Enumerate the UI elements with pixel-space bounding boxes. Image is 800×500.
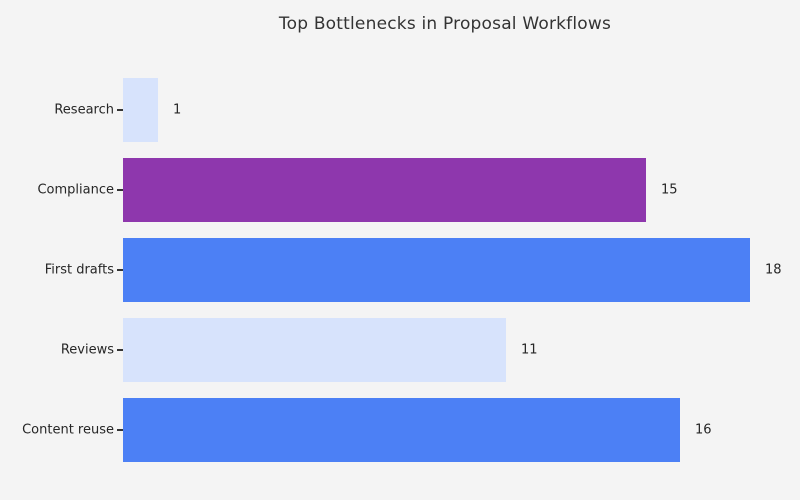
bar-row-first-drafts: First drafts 18	[0, 238, 800, 302]
bar	[123, 78, 158, 142]
ytick-mark	[117, 349, 123, 351]
bar-value-label: 15	[661, 182, 678, 198]
category-tick-label: Content reuse	[22, 422, 114, 438]
category-tick-label: Reviews	[60, 342, 114, 358]
bar-row-compliance: Compliance 15	[0, 158, 800, 222]
bar-row-reviews: Reviews 11	[0, 318, 800, 382]
bar-row-content-reuse: Content reuse 16	[0, 398, 800, 462]
bar-value-label: 11	[521, 342, 538, 358]
ytick-mark	[117, 189, 123, 191]
bar	[123, 238, 750, 302]
chart-title: Top Bottlenecks in Proposal Workflows	[278, 14, 612, 34]
bar	[123, 158, 646, 222]
ytick-mark	[117, 429, 123, 431]
bar-value-label: 16	[695, 422, 712, 438]
bar-row-research: Research 1	[0, 78, 800, 142]
category-tick-label: Research	[54, 102, 114, 118]
ytick-mark	[117, 109, 123, 111]
bar	[123, 318, 506, 382]
bar-value-label: 1	[173, 102, 182, 118]
category-tick-label: First drafts	[44, 262, 114, 278]
ytick-mark	[117, 269, 123, 271]
bar	[123, 398, 680, 462]
category-tick-label: Compliance	[37, 182, 114, 198]
bar-value-label: 18	[765, 262, 782, 278]
